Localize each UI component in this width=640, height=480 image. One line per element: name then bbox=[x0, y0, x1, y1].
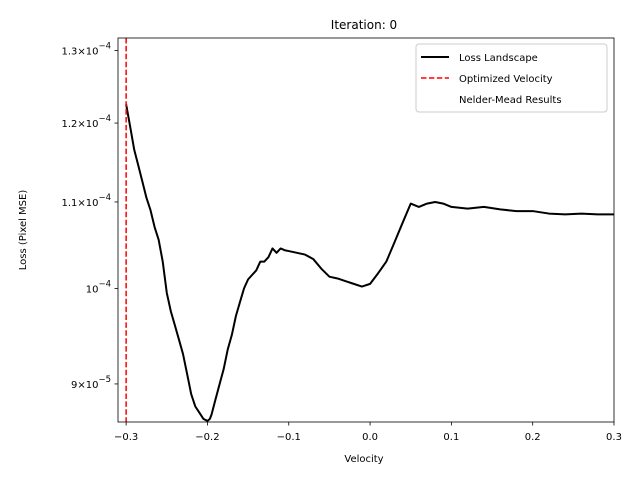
legend-label-loss-landscape: Loss Landscape bbox=[459, 53, 538, 64]
y-tick-label: 1.3×10−4 bbox=[61, 41, 111, 57]
loss-landscape-line bbox=[125, 104, 614, 422]
y-tick-label: 10−4 bbox=[86, 279, 111, 295]
y-axis-label: Loss (Pixel MSE) bbox=[18, 190, 29, 271]
x-tick-label: −0.1 bbox=[277, 432, 301, 443]
plot-area bbox=[125, 38, 614, 422]
x-tick-label: 0.0 bbox=[362, 432, 378, 443]
y-axis: 1.3×10−4 1.2×10−4 1.1×10−4 10−4 9×10−5 bbox=[61, 41, 118, 391]
x-tick-label: 0.2 bbox=[525, 432, 541, 443]
x-tick-label: −0.2 bbox=[195, 432, 219, 443]
plot-frame bbox=[117, 37, 615, 423]
legend-box bbox=[415, 43, 608, 113]
y-tick-label: 1.1×10−4 bbox=[61, 193, 111, 209]
x-tick-label: −0.3 bbox=[114, 432, 138, 443]
y-tick-label: 9×10−5 bbox=[71, 375, 111, 391]
legend: Loss Landscape Optimized Velocity Nelder… bbox=[415, 43, 608, 113]
x-tick-label: 0.3 bbox=[606, 432, 622, 443]
x-axis: −0.3 −0.2 −0.1 0.0 0.1 0.2 0.3 bbox=[114, 422, 622, 443]
chart-title: Iteration: 0 bbox=[331, 18, 397, 32]
legend-label-nelder-mead-results: Nelder-Mead Results bbox=[459, 95, 562, 106]
y-tick-label: 1.2×10−4 bbox=[61, 114, 111, 130]
x-tick-label: 0.1 bbox=[443, 432, 459, 443]
x-axis-label: Velocity bbox=[344, 454, 383, 465]
legend-label-optimized-velocity: Optimized Velocity bbox=[459, 74, 553, 85]
